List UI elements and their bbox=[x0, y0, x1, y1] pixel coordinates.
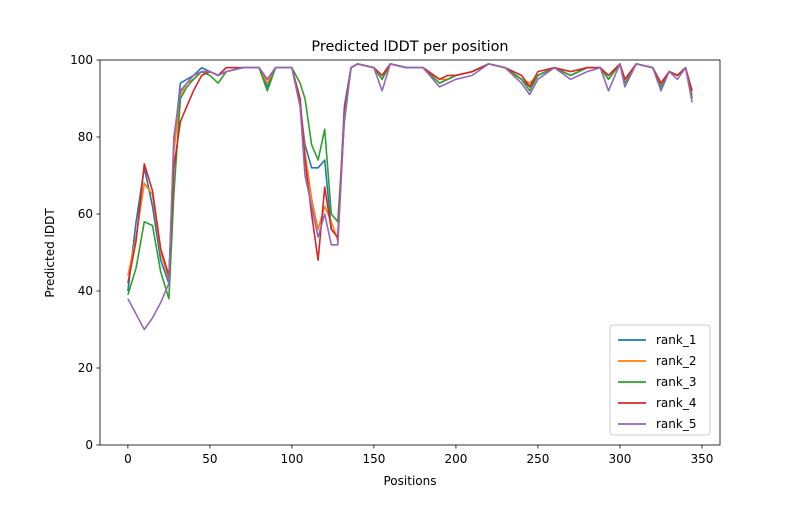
series-line-rank_2 bbox=[127, 63, 693, 281]
legend: rank_1 rank_2 rank_3 rank_4 rank_5 bbox=[609, 324, 711, 436]
y-tick-label: 80 bbox=[78, 130, 93, 144]
x-axis-label: Positions bbox=[384, 474, 437, 488]
series-line-rank_1 bbox=[127, 63, 693, 292]
y-tick-label: 60 bbox=[78, 207, 93, 221]
x-tick-label: 300 bbox=[608, 452, 631, 466]
legend-label-rank_3: rank_3 bbox=[656, 375, 696, 389]
plot-frame bbox=[99, 59, 721, 446]
x-tick-label: 250 bbox=[526, 452, 549, 466]
legend-label-rank_1: rank_1 bbox=[656, 333, 696, 347]
y-tick-label: 20 bbox=[78, 361, 93, 375]
y-tick-label: 100 bbox=[70, 53, 93, 67]
x-tick-label: 100 bbox=[280, 452, 303, 466]
x-tick-label: 150 bbox=[362, 452, 385, 466]
y-tick-label: 40 bbox=[78, 284, 93, 298]
plot-area bbox=[127, 63, 693, 331]
series-line-rank_4 bbox=[127, 63, 693, 284]
legend-box bbox=[609, 324, 711, 436]
y-tick-label: 0 bbox=[85, 438, 93, 452]
legend-label-rank_5: rank_5 bbox=[656, 417, 696, 431]
x-tick-label: 0 bbox=[124, 452, 132, 466]
axes: 0 50 100 150 200 250 300 350 0 20 40 60 80 100 bbox=[70, 53, 721, 466]
legend-label-rank_2: rank_2 bbox=[656, 354, 696, 368]
series-line-rank_3 bbox=[127, 63, 693, 300]
series-line-rank_5 bbox=[127, 63, 693, 331]
legend-label-rank_4: rank_4 bbox=[656, 396, 696, 410]
x-tick-label: 200 bbox=[444, 452, 467, 466]
x-tick-label: 350 bbox=[691, 452, 714, 466]
y-axis-label: Predicted lDDT bbox=[43, 208, 57, 298]
chart-title: Predicted lDDT per position bbox=[311, 39, 508, 55]
x-tick-label: 50 bbox=[202, 452, 217, 466]
